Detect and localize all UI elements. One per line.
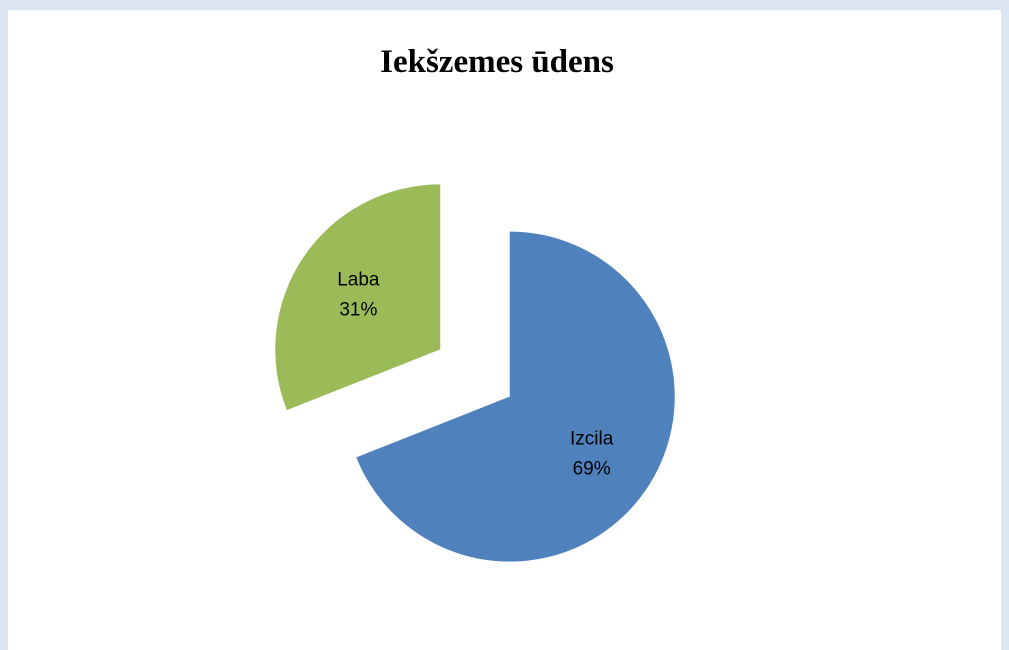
slice-label: Laba (337, 270, 380, 291)
chart-title: Iekšzemes ūdens (380, 44, 614, 80)
pie-slice (356, 231, 675, 562)
slice-value-label: 31% (339, 300, 377, 321)
pie-slice (275, 184, 441, 411)
slice-value-label: 69% (573, 458, 611, 479)
slice-label: Izcila (570, 428, 614, 449)
